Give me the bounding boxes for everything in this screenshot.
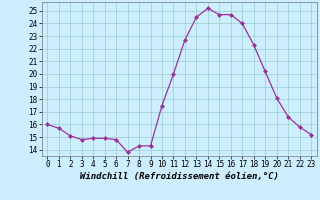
- X-axis label: Windchill (Refroidissement éolien,°C): Windchill (Refroidissement éolien,°C): [80, 172, 279, 181]
